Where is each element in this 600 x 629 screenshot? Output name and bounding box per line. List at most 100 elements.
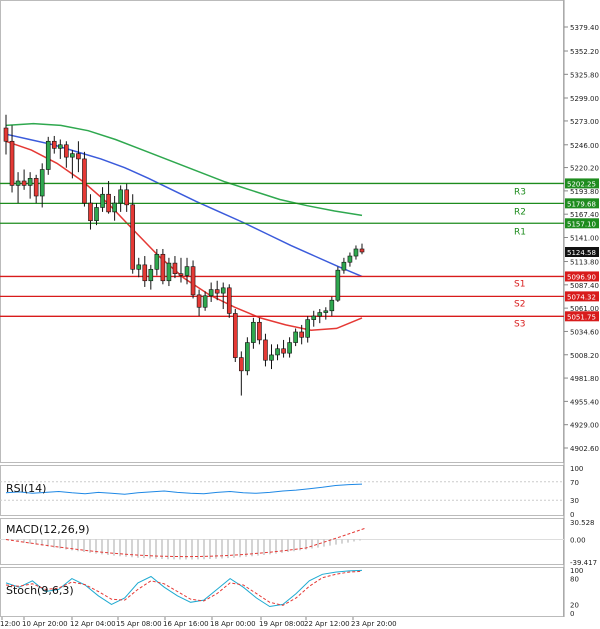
rsi-tick-label: 100 xyxy=(570,465,583,473)
price-tick-label: 4981.80 xyxy=(570,375,599,383)
candle-body xyxy=(335,269,341,301)
candle-body xyxy=(154,253,160,270)
level-name: R2 xyxy=(514,207,526,217)
rsi-line xyxy=(5,483,363,495)
price-tick-label: 5273.00 xyxy=(570,118,599,126)
time-label: 16 Apr 16:00 xyxy=(163,620,209,628)
price-tick-label: 4929.00 xyxy=(570,422,599,430)
macd-tick-label: -39.417 xyxy=(570,559,597,567)
stoch-tick-label: 100 xyxy=(570,567,583,575)
candle-body xyxy=(112,202,117,213)
macd-signal-line xyxy=(5,527,367,558)
candle-body xyxy=(196,294,202,308)
candle-body xyxy=(142,264,148,282)
candle-body xyxy=(9,140,15,186)
candle-body xyxy=(76,153,81,160)
time-label: 18 Apr 00:00 xyxy=(210,620,256,628)
level-price-tag xyxy=(565,311,599,322)
rsi-pane xyxy=(0,465,564,516)
candle-body xyxy=(299,331,304,338)
macd-tick-label: 0.00 xyxy=(570,536,586,544)
candle-body xyxy=(287,342,292,354)
candle-body xyxy=(33,178,39,197)
candle-body xyxy=(347,255,353,263)
time-label: 23 Apr 20:00 xyxy=(351,620,397,628)
candle-body xyxy=(305,319,310,338)
price-tick-label: 5167.40 xyxy=(570,211,599,219)
candle-body xyxy=(353,248,359,257)
candle-body xyxy=(281,348,286,354)
macd-title: MACD(12,26,9) xyxy=(6,523,90,536)
level-price-label: 5157.10 xyxy=(567,220,596,228)
time-label: 10 Apr 20:00 xyxy=(22,620,68,628)
candle-body xyxy=(21,180,27,186)
stoch-title: Stoch(9,6,3) xyxy=(6,584,74,597)
level-name: S3 xyxy=(514,319,525,329)
candle-body xyxy=(64,144,69,158)
level-price-tag xyxy=(565,218,599,229)
stoch-k-line xyxy=(5,569,363,608)
level-name: S2 xyxy=(514,299,525,309)
candle-body xyxy=(88,202,93,222)
price-tick-label: 4902.60 xyxy=(570,445,599,453)
time-label: 12:00 xyxy=(0,620,20,628)
time-label: 19 Apr 08:00 xyxy=(259,620,305,628)
candle-body xyxy=(245,342,250,372)
candle-body xyxy=(220,287,226,294)
price-tick-label: 5061.00 xyxy=(570,305,599,313)
stoch-d-line xyxy=(5,570,363,606)
time-label: 12 Apr 04:00 xyxy=(70,620,116,628)
level-price-label: 5096.90 xyxy=(567,273,596,281)
candle-body xyxy=(341,261,347,271)
candle-body xyxy=(118,189,123,204)
price-tick-label: 5113.80 xyxy=(570,259,599,267)
candle-body xyxy=(359,248,365,253)
rsi-tick-label: 0 xyxy=(570,511,574,519)
level-price-label: 5051.75 xyxy=(567,313,596,321)
candle-body xyxy=(58,144,63,149)
price-tick-label: 5034.60 xyxy=(570,328,599,336)
macd-tick-label: 30.528 xyxy=(570,519,595,527)
level-price-tag xyxy=(565,198,599,209)
candle-body xyxy=(257,321,262,341)
level-price-label: 5202.25 xyxy=(567,180,596,188)
rsi-title: RSI(14) xyxy=(6,482,46,495)
candle-body xyxy=(39,169,45,197)
candle-body xyxy=(45,140,51,170)
price-tick-label: 5193.80 xyxy=(570,188,599,196)
level-name: R1 xyxy=(514,227,526,237)
candle-body xyxy=(136,264,142,270)
candle-body xyxy=(51,140,57,149)
candle-body xyxy=(232,313,238,358)
level-price-tag xyxy=(565,178,599,189)
price-tick-label: 4955.40 xyxy=(570,398,599,406)
candle-body xyxy=(178,273,184,276)
candle-body xyxy=(269,354,274,361)
stoch-pane xyxy=(0,567,564,617)
price-tick-label: 5325.80 xyxy=(570,71,599,79)
price-tick-label: 5379.40 xyxy=(570,24,599,32)
candle-body xyxy=(317,312,323,317)
price-tick-label: 5008.20 xyxy=(570,352,599,360)
candle-body xyxy=(166,262,172,282)
candle-body xyxy=(239,357,244,372)
candle-body xyxy=(94,207,99,222)
price-tick-label: 5087.40 xyxy=(570,282,599,290)
moving-average-line xyxy=(5,140,363,331)
level-name: R3 xyxy=(514,187,526,197)
stoch-tick-label: 20 xyxy=(570,601,579,609)
candle-body xyxy=(70,153,75,158)
rsi-tick-label: 70 xyxy=(570,479,579,487)
price-tick-label: 5299.00 xyxy=(570,95,599,103)
level-name: S1 xyxy=(514,279,525,289)
candle-body xyxy=(311,315,317,320)
candle-body xyxy=(130,204,136,270)
price-tick-label: 5141.00 xyxy=(570,235,599,243)
candle-body xyxy=(15,180,21,186)
level-price-label: 5074.32 xyxy=(567,293,596,301)
level-price-tag xyxy=(565,291,599,302)
candle-body xyxy=(148,268,154,282)
candle-body xyxy=(323,310,329,313)
level-price-tag xyxy=(565,271,599,282)
